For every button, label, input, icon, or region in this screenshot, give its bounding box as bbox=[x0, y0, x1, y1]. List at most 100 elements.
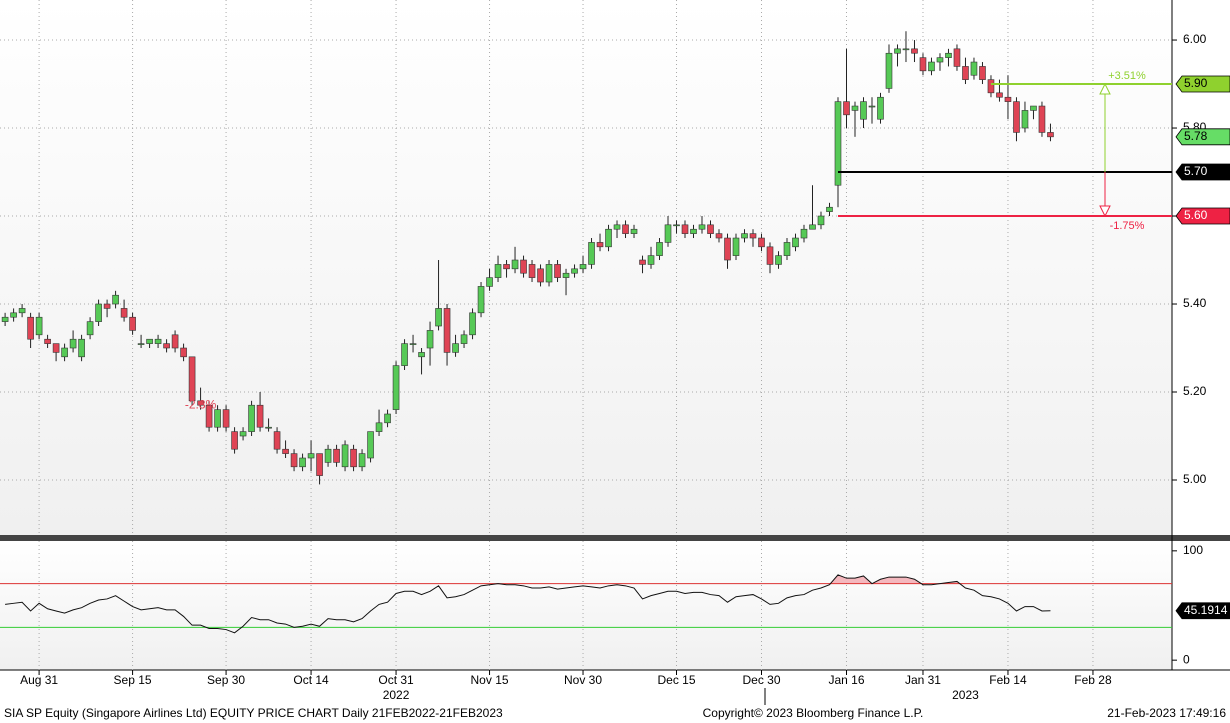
level-label-box bbox=[1175, 163, 1230, 181]
level-change: +3.51% bbox=[1108, 70, 1146, 82]
x-tick-label: Oct 31 bbox=[378, 673, 414, 687]
candle-body bbox=[282, 448, 289, 454]
candle-body bbox=[877, 96, 884, 120]
candle-body bbox=[180, 347, 187, 358]
candle-body bbox=[800, 228, 808, 239]
candle-body bbox=[809, 224, 816, 230]
candle-body bbox=[928, 61, 935, 72]
rsi-panel bbox=[0, 541, 1172, 670]
candle-body bbox=[1030, 105, 1037, 111]
level-label: 5.90 bbox=[1184, 76, 1208, 90]
y-tick-label: 6.00 bbox=[1183, 32, 1207, 46]
x-tick-label: Sep 15 bbox=[114, 673, 152, 687]
candle-body bbox=[307, 453, 315, 459]
candle-body bbox=[401, 343, 408, 366]
candle-body bbox=[443, 308, 451, 353]
candle-body bbox=[554, 264, 561, 278]
candle-body bbox=[1021, 110, 1029, 129]
candle-body bbox=[273, 431, 281, 450]
candle-body bbox=[486, 277, 493, 287]
candle-body bbox=[1038, 105, 1046, 133]
candle-body bbox=[494, 264, 502, 278]
candle-body bbox=[333, 448, 340, 463]
rsi-last-label-box bbox=[1175, 602, 1230, 620]
candle-body bbox=[775, 255, 782, 265]
candle-body bbox=[826, 206, 833, 212]
candle-body bbox=[409, 343, 417, 345]
candle-body bbox=[647, 255, 655, 265]
level-label-box bbox=[1175, 207, 1230, 225]
x-tick-label: Jan 31 bbox=[905, 673, 941, 687]
rsi-overbought-fill bbox=[830, 574, 960, 584]
candle-body bbox=[299, 457, 306, 468]
candle-body bbox=[477, 286, 485, 314]
candle-body bbox=[452, 343, 459, 353]
candle-body bbox=[341, 444, 349, 468]
candle-body bbox=[231, 431, 238, 450]
candle-body bbox=[375, 422, 383, 432]
candle-body bbox=[112, 294, 119, 305]
candle-body bbox=[10, 312, 17, 318]
candle-body bbox=[154, 338, 162, 344]
candle-body bbox=[426, 330, 434, 349]
candle-body bbox=[690, 228, 697, 234]
candle-body bbox=[979, 66, 986, 80]
footer-right: 21-Feb-2023 17:49:16 bbox=[1107, 706, 1226, 720]
candle-body bbox=[120, 308, 128, 318]
candle-body bbox=[911, 48, 918, 54]
candle-body bbox=[358, 453, 366, 468]
candle-body bbox=[469, 312, 476, 336]
candle-body bbox=[630, 228, 638, 234]
candle-body bbox=[205, 404, 213, 428]
candle-body bbox=[656, 242, 663, 256]
candle-body bbox=[732, 237, 740, 256]
candle-body bbox=[384, 413, 391, 424]
candle-body bbox=[222, 409, 230, 428]
candle-body bbox=[350, 448, 357, 468]
candle-body bbox=[715, 233, 723, 239]
candle-body bbox=[545, 264, 553, 283]
candle-body bbox=[435, 308, 442, 327]
candle-body bbox=[78, 338, 85, 358]
candle-body bbox=[817, 215, 825, 226]
candle-body bbox=[35, 316, 43, 336]
candle-body bbox=[392, 365, 400, 410]
y-tick-label: 5.20 bbox=[1183, 384, 1207, 398]
candle-body bbox=[970, 61, 978, 76]
year-label: 2022 bbox=[383, 688, 410, 702]
candle-body bbox=[596, 242, 604, 248]
candle-body bbox=[61, 347, 68, 358]
candle-body bbox=[520, 259, 527, 274]
candle-body bbox=[44, 338, 51, 344]
candle-body bbox=[163, 343, 170, 349]
candle-body bbox=[681, 224, 689, 234]
candle-body bbox=[239, 431, 247, 437]
candle-body bbox=[996, 92, 1003, 98]
x-tick-label: Nov 30 bbox=[564, 673, 602, 687]
candle-body bbox=[1, 316, 9, 322]
y-tick-label: 0 bbox=[1183, 652, 1190, 666]
candle-body bbox=[894, 48, 901, 54]
candle-body bbox=[639, 259, 646, 265]
candle-body bbox=[868, 105, 876, 108]
candle-body bbox=[197, 400, 204, 406]
footer-left: SIA SP Equity (Singapore Airlines Ltd) E… bbox=[4, 706, 503, 720]
candle-body bbox=[95, 303, 102, 322]
y-tick-label: 100 bbox=[1183, 543, 1203, 557]
candle-body bbox=[834, 101, 842, 186]
candle-body bbox=[562, 272, 570, 278]
rsi-line bbox=[5, 574, 1051, 634]
candle-body bbox=[766, 246, 774, 265]
y-tick-label: 5.40 bbox=[1183, 296, 1207, 310]
candle-body bbox=[537, 268, 544, 283]
candle-body bbox=[664, 224, 672, 243]
candle-body bbox=[936, 57, 944, 63]
candle-body bbox=[987, 79, 995, 94]
candle-body bbox=[860, 101, 867, 120]
candle-body bbox=[460, 334, 468, 344]
candle-body bbox=[622, 224, 629, 234]
x-tick-label: Sep 30 bbox=[207, 673, 245, 687]
candle-body bbox=[673, 224, 680, 227]
candle-body bbox=[367, 431, 374, 459]
